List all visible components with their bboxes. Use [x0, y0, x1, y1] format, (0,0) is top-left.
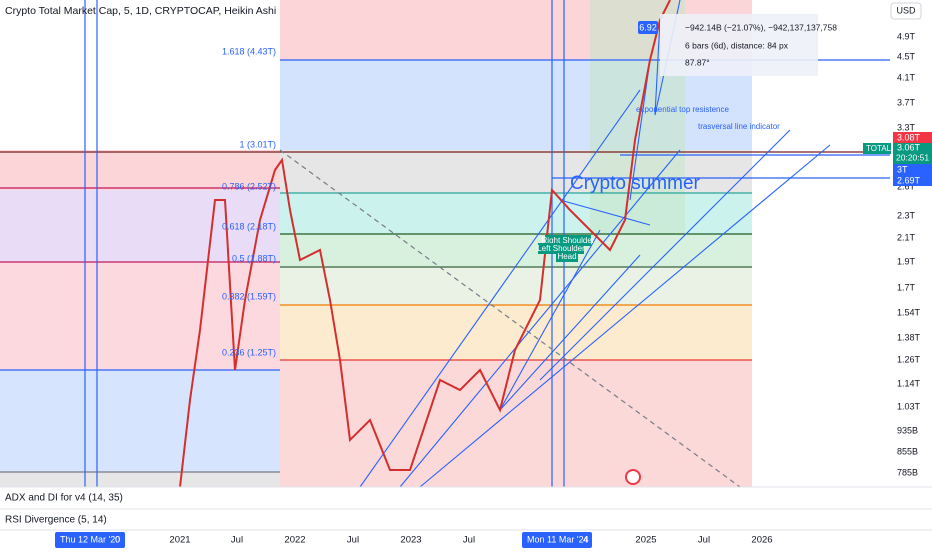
indicator[interactable]: RSI Divergence (5, 14): [5, 515, 107, 526]
fib-label: 0.5 (1.88T): [232, 253, 276, 263]
price-label: 2.1T: [897, 232, 916, 242]
fib-label: 1.618 (4.43T): [222, 46, 276, 56]
fib-label: 1 (3.01T): [239, 139, 276, 149]
fib-label: 0.786 (2.52T): [222, 181, 276, 191]
fib-label: 0.382 (1.59T): [222, 291, 276, 301]
price-label: 1.7T: [897, 282, 916, 292]
measure-badge: 6.92: [639, 22, 657, 32]
measure-bars: 6 bars (6d), distance: 84 px: [685, 40, 789, 50]
time-label: 2021: [169, 535, 190, 546]
annotation: trasversal line indicator: [698, 122, 780, 131]
time-label: Jul: [463, 535, 475, 546]
label-box: [545, 235, 591, 246]
price-label: 785B: [897, 467, 918, 477]
price-label: 1.26T: [897, 354, 921, 364]
fib-label: 0.618 (2.18T): [222, 221, 276, 231]
annotation: Head: [557, 252, 576, 261]
cursor-date: Mon 11 Mar '24: [527, 534, 589, 544]
price-label: 855B: [897, 446, 918, 456]
time-label: Jul: [698, 535, 710, 546]
price: [179, 0, 671, 488]
measure-change: −942.14B (−21.07%), −942,137,137,758: [685, 22, 837, 32]
currency: USD: [896, 5, 916, 15]
badge: 20:20:51: [896, 152, 929, 162]
price-label: 1.54T: [897, 307, 921, 317]
fib-lines: [0, 0, 890, 488]
badge: 3.06T: [897, 142, 921, 152]
time-label: Jul: [231, 535, 243, 546]
zones: [0, 0, 752, 487]
price-label: 3.3T: [897, 122, 916, 132]
badge: 3.08T: [897, 132, 921, 142]
time-label: 2023: [400, 535, 421, 546]
price-label: 4.5T: [897, 51, 916, 61]
price-label: 1.03T: [897, 401, 921, 411]
price-label: 935B: [897, 425, 918, 435]
price-axis: USD: [890, 0, 932, 487]
price-label: 3.7T: [897, 97, 916, 107]
event-icon[interactable]: [625, 469, 641, 485]
annotation: exponential top resistence: [636, 105, 730, 114]
cursor-num: 0: [115, 534, 120, 544]
chart-title: Crypto Total Market Cap, 5, 1D, CRYPTOCA…: [5, 5, 276, 17]
measure-angle: 87.87°: [685, 57, 710, 67]
price-label: 4.9T: [897, 31, 916, 41]
time-label: 2026: [751, 535, 772, 546]
price-label: 2.3T: [897, 210, 916, 220]
cursor-num: 4: [583, 534, 588, 544]
annotation: Crypto summer: [570, 173, 701, 194]
time-label: 2025: [635, 535, 656, 546]
badges: 3.08T TOTAL 3.06T 20:20:51 3T 2.69T: [863, 132, 932, 186]
price-label: 4.1T: [897, 72, 916, 82]
badge: 2.69T: [897, 175, 921, 185]
measure-box: 6.92 −942.14B (−21.07%), −942,137,137,75…: [638, 14, 837, 76]
price-label: 1.14T: [897, 378, 921, 388]
price-label: 2.6T: [897, 181, 916, 191]
time-axis: Thu 12 Mar '20 0 Mon 11 Mar '24 4 2021 Ju…: [55, 532, 773, 548]
label-box: [538, 243, 584, 254]
trend-lines: [359, 0, 831, 488]
label-box: [556, 251, 578, 262]
badge: 3T: [897, 164, 908, 174]
annotation: Left Shoulder: [537, 244, 585, 253]
cursor-date: Thu 12 Mar '20: [60, 534, 120, 544]
time-label: Jul: [347, 535, 359, 546]
fib-labels: 1.618 (4.43T) 1 (3.01T) 0.786 (2.52T) 0.…: [222, 46, 276, 357]
price-label: 1.9T: [897, 256, 916, 266]
badge: TOTAL: [866, 144, 892, 153]
fib-label: 0.236 (1.25T): [222, 347, 276, 357]
indicator-panes: ADX and DI for v4 (14, 35) RSI Divergenc…: [0, 486, 932, 531]
price-label: 1.38T: [897, 332, 921, 342]
indicator[interactable]: ADX and DI for v4 (14, 35): [5, 493, 123, 504]
time-label: 2022: [284, 535, 305, 546]
annotation: Right Shoulder: [542, 236, 595, 245]
